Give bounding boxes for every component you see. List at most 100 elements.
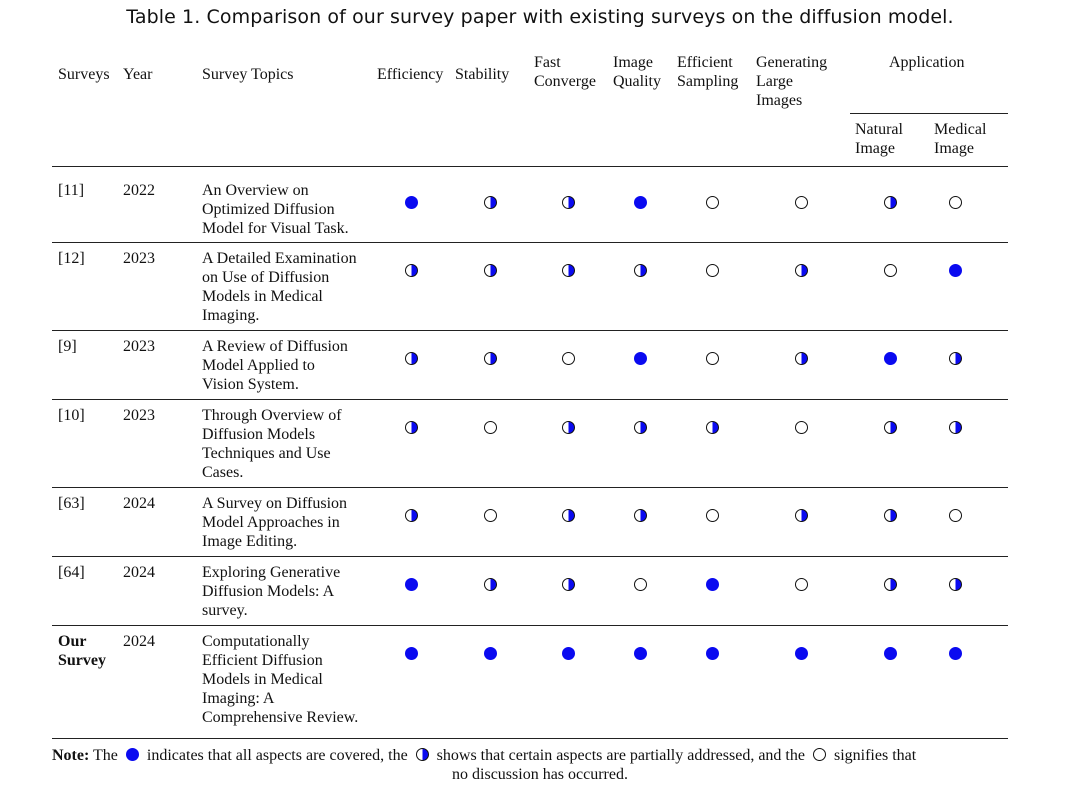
table-caption: Table 1. Comparison of our survey paper …: [126, 6, 954, 28]
header-efficient-sampling: Efficient Sampling: [677, 54, 739, 90]
survey-topic: Exploring Generative Diffusion Models: A…: [202, 564, 341, 619]
note-label: Note:: [52, 747, 90, 764]
fast-converge-half-circle-icon: [561, 577, 575, 591]
image-quality-full-circle-icon: [633, 646, 647, 660]
image-quality-half-circle-icon: [633, 263, 647, 277]
survey-topic: Computationally Efficient Diffusion Mode…: [202, 633, 359, 726]
empty-circle-icon: [812, 748, 826, 761]
efficient-sampling-empty-circle-icon: [705, 351, 719, 365]
efficiency-full-circle-icon: [404, 646, 418, 660]
efficiency-half-circle-icon: [404, 351, 418, 365]
header-medical-image: Medical Image: [934, 121, 987, 157]
stability-half-circle-icon: [483, 577, 497, 591]
medical-image-empty-circle-icon: [948, 508, 962, 522]
survey-topic: Through Overview of Diffusion Models Tec…: [202, 407, 342, 481]
table-note: Note: The indicates that all aspects are…: [52, 746, 916, 765]
generating-large-images-empty-circle-icon: [794, 420, 808, 434]
row-rule: [52, 330, 1008, 331]
survey-ref: [10]: [58, 407, 85, 424]
note-line-2: no discussion has occurred.: [452, 766, 628, 783]
image-quality-empty-circle-icon: [633, 577, 647, 591]
efficient-sampling-full-circle-icon: [705, 646, 719, 660]
generating-large-images-half-circle-icon: [794, 263, 808, 277]
header-fast-converge: Fast Converge: [534, 54, 596, 90]
medical-image-half-circle-icon: [948, 577, 962, 591]
survey-year: 2023: [123, 250, 155, 267]
row-rule: [52, 487, 1008, 488]
survey-topic: A Survey on Diffusion Model Approaches i…: [202, 495, 348, 550]
generating-large-images-empty-circle-icon: [794, 195, 808, 209]
row-rule: [52, 556, 1008, 557]
stability-half-circle-icon: [483, 263, 497, 277]
header-efficiency: Efficiency: [377, 66, 444, 83]
header-survey-topics: Survey Topics: [202, 66, 294, 83]
fast-converge-full-circle-icon: [561, 646, 575, 660]
stability-empty-circle-icon: [483, 508, 497, 522]
stability-half-circle-icon: [483, 351, 497, 365]
row-rule: [52, 625, 1008, 626]
survey-ref: [11]: [58, 182, 85, 199]
natural-image-full-circle-icon: [883, 646, 897, 660]
efficiency-full-circle-icon: [404, 195, 418, 209]
survey-ref: [9]: [58, 338, 77, 355]
efficient-sampling-empty-circle-icon: [705, 508, 719, 522]
medical-image-half-circle-icon: [948, 351, 962, 365]
medical-image-full-circle-icon: [948, 263, 962, 277]
efficient-sampling-empty-circle-icon: [705, 263, 719, 277]
header-rule: [52, 166, 1008, 167]
image-quality-half-circle-icon: [633, 420, 647, 434]
efficiency-half-circle-icon: [404, 508, 418, 522]
survey-year: 2023: [123, 407, 155, 424]
efficient-sampling-full-circle-icon: [705, 577, 719, 591]
natural-image-empty-circle-icon: [883, 263, 897, 277]
header-stability: Stability: [455, 66, 510, 83]
image-quality-full-circle-icon: [633, 351, 647, 365]
medical-image-empty-circle-icon: [948, 195, 962, 209]
survey-year: 2022: [123, 182, 155, 199]
natural-image-full-circle-icon: [883, 351, 897, 365]
efficient-sampling-empty-circle-icon: [705, 195, 719, 209]
stability-half-circle-icon: [483, 195, 497, 209]
efficient-sampling-half-circle-icon: [705, 420, 719, 434]
note-text-2: indicates that all aspects are covered, …: [146, 747, 408, 764]
header-natural-image: Natural Image: [855, 121, 903, 157]
survey-year: 2024: [123, 495, 155, 512]
application-rule: [850, 113, 1008, 114]
survey-topic: A Detailed Examination on Use of Diffusi…: [202, 250, 357, 324]
generating-large-images-half-circle-icon: [794, 508, 808, 522]
medical-image-half-circle-icon: [948, 420, 962, 434]
survey-year: 2023: [123, 338, 155, 355]
fast-converge-half-circle-icon: [561, 263, 575, 277]
generating-large-images-full-circle-icon: [794, 646, 808, 660]
generating-large-images-empty-circle-icon: [794, 577, 808, 591]
natural-image-half-circle-icon: [883, 508, 897, 522]
natural-image-half-circle-icon: [883, 195, 897, 209]
fast-converge-empty-circle-icon: [561, 351, 575, 365]
generating-large-images-half-circle-icon: [794, 351, 808, 365]
survey-ref: [12]: [58, 250, 85, 267]
image-quality-full-circle-icon: [633, 195, 647, 209]
header-generating-large-images: Generating Large Images: [756, 54, 828, 109]
survey-ref: [63]: [58, 495, 85, 512]
image-quality-half-circle-icon: [633, 508, 647, 522]
survey-year: 2024: [123, 564, 155, 581]
natural-image-half-circle-icon: [883, 577, 897, 591]
fast-converge-half-circle-icon: [561, 420, 575, 434]
survey-topic: An Overview on Optimized Diffusion Model…: [202, 182, 349, 237]
header-image-quality: Image Quality: [613, 54, 661, 90]
note-text-4: signifies that: [833, 747, 917, 764]
row-rule: [52, 738, 1008, 739]
efficiency-full-circle-icon: [404, 577, 418, 591]
natural-image-half-circle-icon: [883, 420, 897, 434]
efficiency-half-circle-icon: [404, 263, 418, 277]
header-surveys: Surveys: [58, 66, 110, 83]
survey-ref: Our Survey: [58, 633, 106, 669]
row-rule: [52, 242, 1008, 243]
survey-topic: A Review of Diffusion Model Applied to V…: [202, 338, 348, 393]
survey-ref: [64]: [58, 564, 85, 581]
stability-empty-circle-icon: [483, 420, 497, 434]
full-circle-icon: [125, 748, 139, 761]
row-rule: [52, 399, 1008, 400]
half-circle-icon: [415, 748, 429, 761]
header-application: Application: [889, 54, 965, 71]
